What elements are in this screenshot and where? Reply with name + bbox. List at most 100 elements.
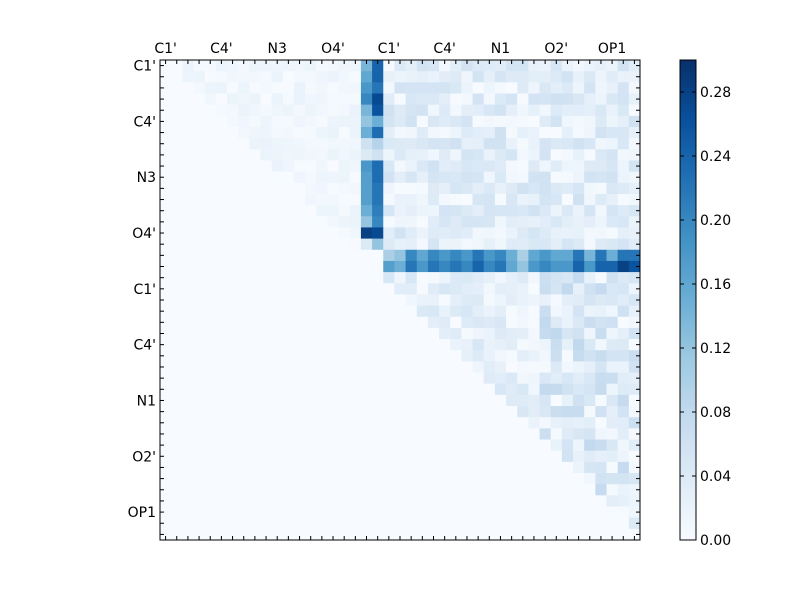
- heatmap-cell: [483, 260, 496, 273]
- heatmap-cell: [561, 249, 574, 262]
- heatmap-cell: [517, 506, 529, 519]
- heatmap-cell: [595, 104, 607, 117]
- heatmap-cell: [160, 138, 172, 150]
- heatmap-cell: [595, 428, 607, 440]
- heatmap-cell: [338, 260, 351, 273]
- heatmap-cell: [316, 450, 328, 463]
- heatmap-cell: [327, 327, 340, 340]
- heatmap-cell: [204, 394, 217, 407]
- heatmap-cell: [360, 484, 373, 496]
- heatmap-cell: [439, 506, 451, 519]
- heatmap-cell: [193, 327, 206, 340]
- heatmap-cell: [427, 115, 440, 128]
- heatmap-cell: [293, 327, 306, 340]
- heatmap-cell: [450, 383, 462, 396]
- heatmap-cell: [561, 484, 574, 496]
- heatmap-cell: [249, 216, 261, 228]
- heatmap-cell: [584, 294, 596, 306]
- heatmap-cell: [561, 327, 574, 340]
- heatmap-cell: [628, 249, 641, 262]
- heatmap-cell: [293, 249, 306, 262]
- heatmap-cell: [204, 160, 217, 173]
- heatmap-cell: [293, 193, 306, 206]
- heatmap-cell: [416, 350, 429, 362]
- heatmap-cell: [550, 115, 563, 128]
- heatmap-cell: [360, 260, 373, 273]
- heatmap-cell: [405, 339, 418, 351]
- heatmap-cell: [171, 82, 183, 94]
- heatmap-cell: [461, 350, 473, 362]
- heatmap-cell: [182, 227, 194, 240]
- heatmap-cell: [394, 383, 406, 396]
- heatmap-cell: [249, 383, 261, 396]
- heatmap-cell: [617, 126, 630, 139]
- heatmap-cell: [282, 216, 295, 228]
- heatmap-cell: [617, 339, 630, 351]
- heatmap-cell: [517, 138, 529, 150]
- heatmap-cell: [238, 428, 250, 440]
- heatmap-cell: [316, 461, 328, 474]
- heatmap-cell: [182, 339, 194, 351]
- heatmap-cell: [416, 383, 429, 396]
- heatmap-cell: [215, 305, 228, 318]
- heatmap-cell: [528, 372, 540, 385]
- heatmap-cell: [238, 260, 250, 273]
- heatmap-cell: [305, 138, 317, 150]
- heatmap-cell: [517, 126, 529, 139]
- heatmap-cell: [204, 216, 217, 228]
- heatmap-cell: [439, 82, 451, 94]
- heatmap-cell: [494, 406, 507, 418]
- heatmap-cell: [271, 339, 284, 351]
- heatmap-cell: [193, 484, 206, 496]
- heatmap-cell: [293, 484, 306, 496]
- heatmap-cell: [506, 138, 518, 150]
- heatmap-cell: [506, 216, 518, 228]
- heatmap-cell: [193, 283, 206, 295]
- heatmap-cell: [584, 272, 596, 284]
- heatmap-cell: [539, 238, 552, 251]
- heatmap-cell: [327, 528, 340, 541]
- heatmap-cell: [416, 60, 429, 72]
- heatmap-cell: [349, 461, 362, 474]
- heatmap-cell: [573, 205, 585, 217]
- heatmap-cell: [595, 316, 607, 329]
- heatmap-cell: [383, 227, 395, 240]
- heatmap-cell: [528, 126, 540, 139]
- heatmap-cell: [372, 517, 384, 530]
- heatmap-cell: [573, 361, 585, 373]
- heatmap-cell: [305, 160, 317, 173]
- heatmap-cell: [394, 461, 406, 474]
- heatmap-cell: [628, 461, 641, 474]
- heatmap-cell: [193, 138, 206, 150]
- heatmap-cell: [416, 528, 429, 541]
- heatmap-cell: [327, 473, 340, 485]
- heatmap-cell: [483, 327, 496, 340]
- heatmap-cell: [215, 216, 228, 228]
- heatmap-cell: [327, 383, 340, 396]
- heatmap-cell: [483, 406, 496, 418]
- heatmap-cell: [539, 115, 552, 128]
- heatmap-cell: [360, 461, 373, 474]
- heatmap-cell: [316, 216, 328, 228]
- heatmap-cell: [461, 417, 473, 429]
- heatmap-cell: [327, 249, 340, 262]
- heatmap-cell: [293, 60, 306, 72]
- heatmap-cell: [439, 171, 451, 184]
- heatmap-cell: [327, 450, 340, 463]
- heatmap-cell: [617, 439, 630, 452]
- heatmap-cell: [573, 495, 585, 507]
- heatmap-cell: [517, 238, 529, 251]
- heatmap-cell: [416, 71, 429, 83]
- heatmap-cell: [215, 473, 228, 485]
- heatmap-cell: [271, 394, 284, 407]
- heatmap-cell: [160, 249, 172, 262]
- heatmap-cell: [160, 93, 172, 106]
- heatmap-cell: [160, 283, 172, 295]
- heatmap-cell: [193, 272, 206, 284]
- heatmap-cell: [282, 272, 295, 284]
- heatmap-cell: [383, 316, 395, 329]
- heatmap-cell: [293, 149, 306, 161]
- heatmap-cell: [416, 316, 429, 329]
- heatmap-cell: [226, 506, 239, 519]
- heatmap-cell: [416, 283, 429, 295]
